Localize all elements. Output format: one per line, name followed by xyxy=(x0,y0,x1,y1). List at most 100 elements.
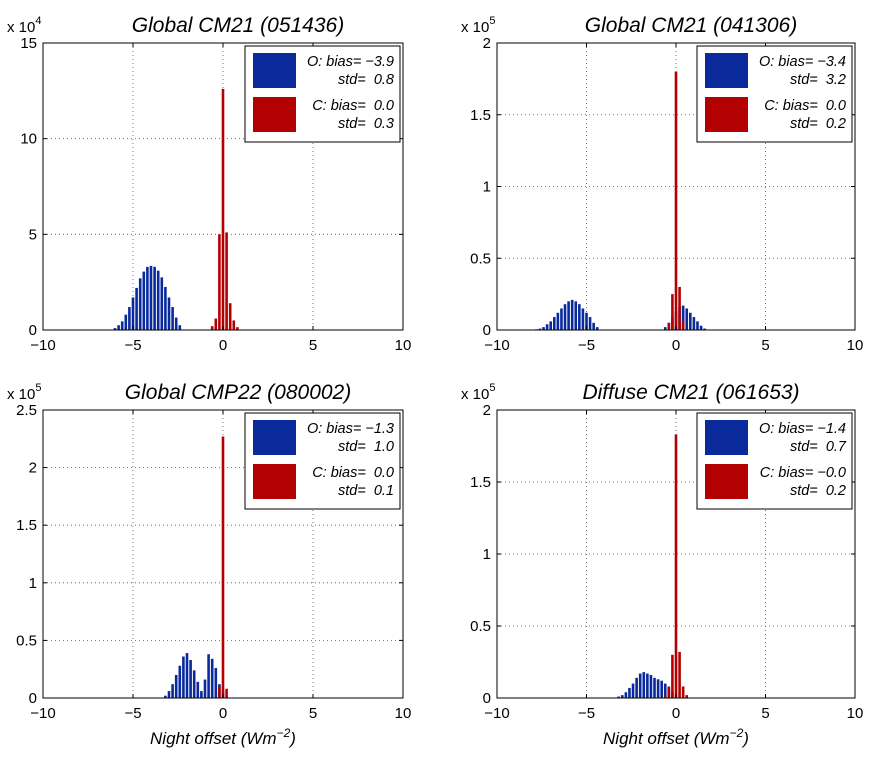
series-C xyxy=(218,436,228,698)
x-tick-label: −5 xyxy=(578,337,595,354)
bar-O xyxy=(595,327,599,330)
x-tick-label: −5 xyxy=(124,337,141,354)
bar-O xyxy=(185,653,189,698)
bar-O xyxy=(171,307,174,330)
bar-O xyxy=(196,681,200,698)
x-tick-label: 0 xyxy=(219,337,227,354)
y-tick-label: 0 xyxy=(483,322,491,339)
y-tick-label: 0 xyxy=(483,690,491,707)
bar-O xyxy=(567,301,570,330)
bar-C xyxy=(232,320,236,330)
bar-O xyxy=(585,312,588,330)
legend-swatch-C xyxy=(253,97,296,132)
x-tick-label: 10 xyxy=(847,337,864,354)
bar-O xyxy=(207,654,210,698)
bar-O xyxy=(660,680,663,698)
bar-O xyxy=(656,679,660,698)
bar-O xyxy=(703,328,706,330)
bar-O xyxy=(570,299,574,330)
x-tick-label: 10 xyxy=(395,337,412,354)
bar-O xyxy=(192,670,196,698)
bar-O xyxy=(146,266,149,330)
chart-title: Global CM21 (041306) xyxy=(585,14,797,37)
bar-O xyxy=(538,328,542,330)
bar-O xyxy=(592,322,595,330)
y-tick-label: 2 xyxy=(483,35,491,52)
x-tick-label: 5 xyxy=(761,705,769,722)
bar-O xyxy=(149,265,153,330)
bar-C xyxy=(210,326,214,330)
bar-O xyxy=(631,683,635,698)
bar-O xyxy=(646,673,649,698)
legend: O: bias= −1.4 std= 0.7 C: bias= −0.0 std= 0… xyxy=(696,412,853,510)
chart-title: Diffuse CM21 (061653) xyxy=(582,381,799,404)
bar-C xyxy=(671,654,674,698)
bar-O xyxy=(171,684,174,698)
bar-O xyxy=(642,672,646,698)
bar-O xyxy=(135,287,138,330)
bar-O xyxy=(628,687,631,698)
bar-C xyxy=(678,286,681,330)
bar-O xyxy=(113,328,117,330)
bar-O xyxy=(581,308,585,330)
x-tick-label: −10 xyxy=(30,705,55,722)
y-multiplier: x 105 xyxy=(461,382,495,403)
bar-C xyxy=(674,71,678,330)
bar-O xyxy=(556,312,560,330)
legend-std-O: std= 0.8 xyxy=(338,72,394,88)
bar-C xyxy=(221,436,225,698)
bar-O xyxy=(542,327,545,330)
chart-panel-1: −10 −5 0 5 10 0 5 10 15x 104 Global CM21 (051436)… xyxy=(7,14,411,354)
x-tick-label: −10 xyxy=(30,337,55,354)
bar-C xyxy=(225,688,228,698)
bar-O xyxy=(663,683,667,698)
y-tick-label: 1 xyxy=(483,179,491,196)
y-tick-label: 2 xyxy=(483,402,491,419)
bar-O xyxy=(156,270,160,330)
bar-O xyxy=(164,286,167,330)
y-tick-label: 0.5 xyxy=(470,618,491,635)
bar-C xyxy=(667,686,671,698)
x-tick-label: 0 xyxy=(672,705,680,722)
bar-O xyxy=(663,327,667,330)
bar-O xyxy=(692,317,696,330)
y-multiplier: x 105 xyxy=(461,15,495,36)
x-tick-label: −10 xyxy=(484,337,509,354)
bar-C xyxy=(671,294,674,330)
legend-swatch-C xyxy=(705,464,748,499)
bar-O xyxy=(588,317,592,330)
x-tick-label: 0 xyxy=(672,337,680,354)
bar-C xyxy=(228,303,232,330)
legend-std-C: std= 0.3 xyxy=(338,116,394,132)
legend-swatch-C xyxy=(253,464,296,499)
bar-O xyxy=(189,659,192,698)
bar-O xyxy=(578,304,581,330)
legend-label-O: O: bias= −1.3 xyxy=(307,421,394,437)
bar-O xyxy=(178,325,182,330)
y-tick-label: 0 xyxy=(29,690,37,707)
bar-O xyxy=(167,297,171,330)
bar-C xyxy=(678,651,681,698)
bar-C xyxy=(681,686,685,698)
bar-O xyxy=(160,277,164,330)
bar-C xyxy=(663,695,667,698)
y-tick-label: 1.5 xyxy=(470,474,491,491)
bar-C xyxy=(681,321,685,330)
bar-C xyxy=(685,695,689,698)
legend: O: bias= −3.4 std= 3.2 C: bias= 0.0 std= 0.… xyxy=(696,45,853,143)
chart-panel-3: −10 −5 0 5 10 0 0.5 1 1.5 2 2.5x 105 Global CMP22 (… xyxy=(7,381,411,748)
y-multiplier: x 105 xyxy=(7,382,41,403)
bar-O xyxy=(214,668,218,698)
legend-swatch-O xyxy=(705,53,748,88)
series-C xyxy=(667,71,685,330)
x-tick-label: 0 xyxy=(219,705,227,722)
bar-O xyxy=(699,325,703,330)
legend: O: bias= −3.9 std= 0.8 C: bias= 0.0 std= 0.… xyxy=(244,45,401,143)
legend-label-C: C: bias= 0.0 xyxy=(764,98,846,114)
bar-O xyxy=(174,674,178,698)
bar-O xyxy=(174,317,178,330)
bar-O xyxy=(120,321,124,330)
bar-O xyxy=(681,305,685,330)
legend-swatch-C xyxy=(705,97,748,132)
bar-O xyxy=(563,304,567,330)
